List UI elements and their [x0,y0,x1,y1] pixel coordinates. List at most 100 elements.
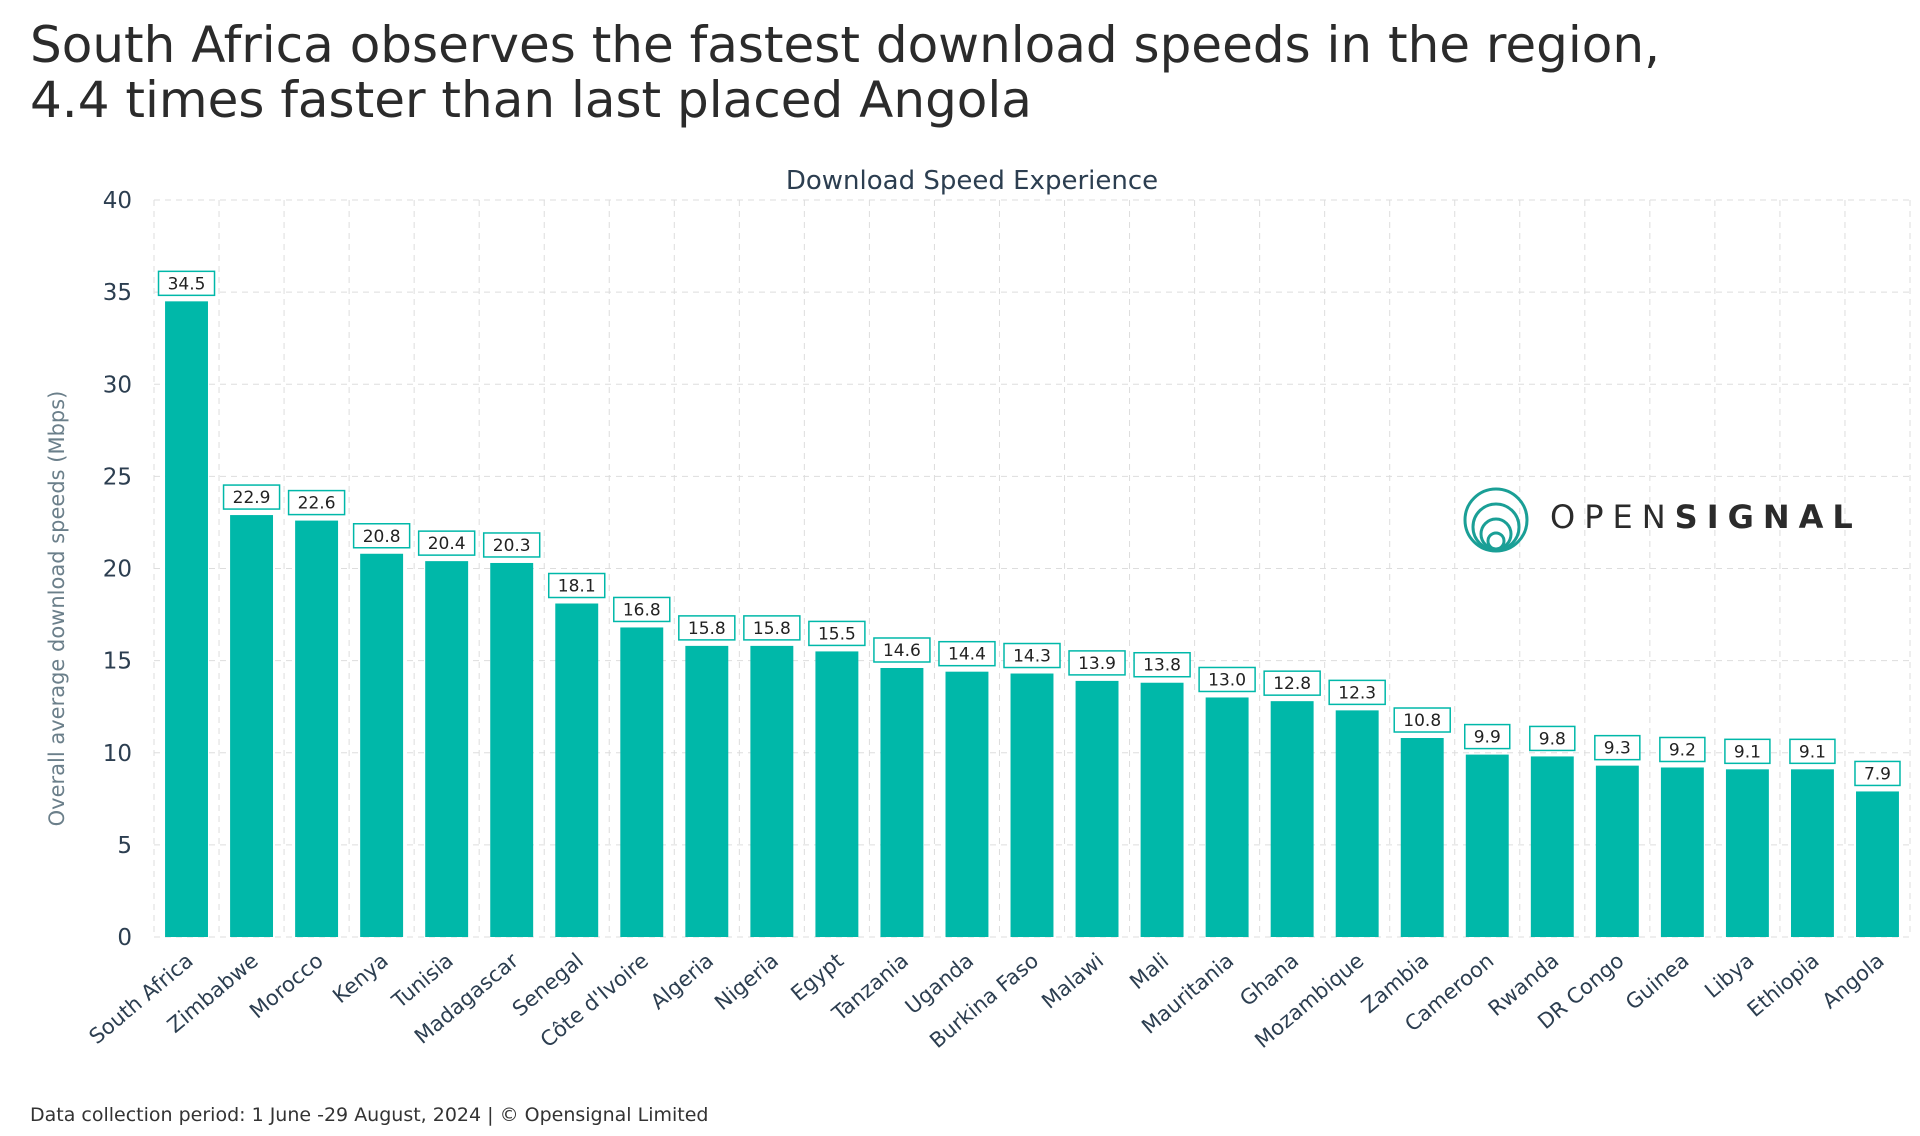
x-tick-label: Ethiopia [1743,948,1824,1021]
data-label-box [482,532,541,558]
bar-7 [620,627,664,937]
bar-6 [555,603,599,937]
y-tick-label: 20 [103,557,132,583]
data-label-box [1529,725,1576,752]
footer-note: Data collection period: 1 June -29 Augus… [30,1104,709,1126]
bar-19 [1400,738,1444,937]
data-label: 9.8 [1539,729,1566,749]
bar-20 [1465,754,1509,937]
bar-10 [815,651,859,937]
data-label: 13.0 [1208,670,1246,690]
bar-25 [1790,769,1834,937]
y-tick-label: 5 [117,833,132,859]
data-label-box [417,530,476,556]
data-label: 15.5 [818,624,856,644]
bar-14 [1075,680,1119,937]
data-label: 12.3 [1338,683,1376,703]
y-tick-label: 25 [103,464,132,490]
bar-24 [1725,769,1769,937]
data-label-box [1068,650,1126,676]
bar-23 [1660,767,1704,937]
data-label-box [1464,723,1511,750]
data-label: 20.8 [363,527,401,547]
y-tick-label: 35 [103,280,132,306]
bar-1 [230,515,274,937]
data-label: 20.4 [428,534,466,554]
data-label: 10.8 [1403,711,1441,731]
data-label: 34.5 [168,274,206,294]
x-tick-label: Morocco [245,948,328,1023]
x-tick-label: Angola [1818,948,1889,1013]
x-tick-label: Mali [1125,948,1173,994]
data-label-box [613,596,671,623]
bar-9 [750,645,794,937]
x-tick-label: Kenya [328,948,393,1008]
x-tick-label: Malawi [1037,948,1108,1013]
data-label-box [873,637,931,663]
data-label-box [1659,736,1706,763]
x-tick-label: Algeria [646,948,718,1014]
chart-title: Download Speed Experience [786,166,1158,196]
logo-text-signal: SIGNAL [1674,498,1862,536]
data-label-box [1789,738,1836,765]
bar-17 [1270,701,1314,937]
data-label: 14.3 [1013,647,1051,667]
data-label-box [938,640,996,667]
bar-21 [1530,756,1574,937]
data-label: 9.9 [1474,728,1501,748]
bar-18 [1335,710,1379,937]
data-label: 13.8 [1143,656,1181,676]
data-label: 20.3 [493,536,531,556]
data-label-box [743,615,801,641]
bar-3 [360,553,404,937]
data-label-box [1724,738,1771,765]
data-label: 16.8 [623,600,661,620]
data-label-box [678,615,736,641]
data-label-box [1198,666,1256,693]
y-tick-label: 15 [103,649,132,675]
data-label-box [222,484,281,510]
logo-text-open: OPEN [1550,498,1675,536]
data-label: 9.3 [1604,739,1631,759]
y-tick-label: 10 [103,741,132,767]
data-label-box [157,270,216,297]
bar-5 [490,562,534,937]
data-label-box [1133,651,1191,678]
x-tick-label: Nigeria [710,948,783,1015]
data-label: 14.4 [948,645,986,665]
data-label-box [1263,670,1321,696]
data-label-box [1594,734,1641,761]
x-tick-label: Guinea [1621,948,1694,1014]
data-label: 22.6 [298,494,336,514]
data-label: 22.9 [233,488,271,508]
bar-4 [425,561,469,937]
data-label-box [547,572,606,599]
data-label-box [808,620,866,647]
data-label: 9.1 [1799,742,1826,762]
headline-line-1: South Africa observes the fastest downlo… [30,16,1660,74]
chart-grid [153,199,1911,938]
data-label-box [1328,679,1386,706]
data-label: 18.1 [558,577,596,597]
y-tick-label: 30 [103,372,132,398]
opensignal-wordmark: OPENSIGNAL [1550,498,1862,536]
y-axis-label: Overall average download speeds (Mbps) [45,391,69,827]
bar-11 [880,667,924,937]
x-tick-label: Libya [1700,948,1758,1002]
bars: 34.5 22.9 22.6 20.8 20.4 20.3 18.1 16.8 15.8 15.8… [157,270,1901,937]
data-label-box [1854,760,1901,787]
headline-line-2: 4.4 times faster than last placed Angola [30,71,1032,129]
bar-13 [1010,673,1054,937]
data-label: 9.2 [1669,740,1696,760]
data-label: 15.8 [688,619,726,639]
data-label: 12.8 [1273,674,1311,694]
data-label: 14.6 [883,641,921,661]
data-label: 13.9 [1078,654,1116,674]
data-label-box [352,523,411,549]
bar-26 [1856,791,1899,937]
bar-12 [945,671,989,937]
data-label: 15.8 [753,619,791,639]
headline: South Africa observes the fastest downlo… [30,18,1830,128]
y-axis: 0 5 10 15 20 25 30 35 40 [103,188,132,951]
